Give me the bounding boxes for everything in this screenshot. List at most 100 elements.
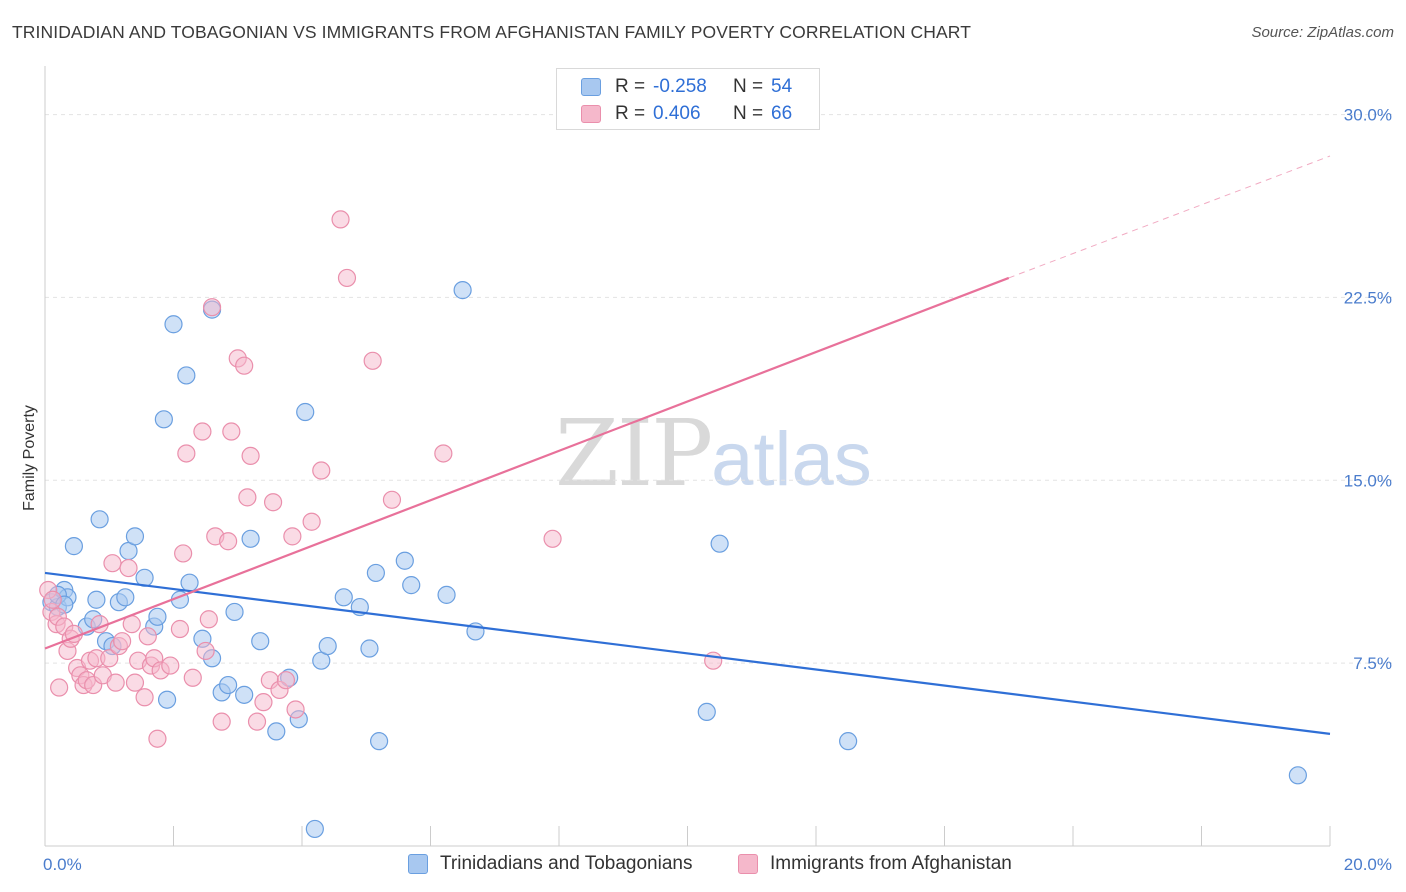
axes xyxy=(44,66,1331,847)
data-point-blue xyxy=(267,722,286,741)
data-point-blue xyxy=(154,410,173,429)
series-pink-points xyxy=(39,210,723,748)
data-point-pink xyxy=(286,700,305,719)
chart-source: Source: ZipAtlas.com xyxy=(1251,24,1394,41)
y-tick-label: 30.0% xyxy=(1344,106,1392,125)
trend-lines xyxy=(44,155,1331,735)
data-point-blue xyxy=(402,576,421,595)
legend-n-label: N = xyxy=(733,103,764,124)
data-point-pink xyxy=(148,729,167,748)
y-tick-label: 15.0% xyxy=(1344,471,1392,490)
data-point-pink xyxy=(434,444,453,463)
data-point-blue xyxy=(87,590,106,609)
trend-line-pink-extension xyxy=(1008,155,1331,279)
data-point-pink xyxy=(363,351,382,370)
data-point-pink xyxy=(161,656,180,675)
data-point-pink xyxy=(202,298,222,317)
data-point-pink xyxy=(222,422,241,441)
y-tick-label: 7.5% xyxy=(1353,654,1392,673)
data-point-blue xyxy=(697,702,716,722)
data-point-pink xyxy=(312,461,331,480)
data-point-pink xyxy=(337,268,357,288)
trend-line-blue xyxy=(44,571,1331,735)
watermark-atlas: atlas xyxy=(711,417,872,502)
data-point-pink xyxy=(704,651,723,670)
data-point-blue xyxy=(839,732,858,751)
data-point-blue xyxy=(1288,766,1307,785)
data-point-pink xyxy=(43,590,62,609)
data-point-pink xyxy=(263,493,283,512)
data-point-blue xyxy=(157,690,177,709)
data-point-blue xyxy=(148,607,167,626)
data-point-pink xyxy=(119,558,138,578)
trend-line-pink xyxy=(44,276,1010,650)
data-point-pink xyxy=(331,210,350,229)
data-point-pink xyxy=(235,356,254,375)
data-point-blue xyxy=(370,732,389,751)
legend-r-value: 0.406 xyxy=(653,103,701,124)
data-point-blue xyxy=(219,675,238,695)
data-point-blue xyxy=(318,636,337,656)
data-point-pink xyxy=(106,673,125,692)
legend-swatch-blue xyxy=(581,78,601,96)
legend-swatch-pink xyxy=(581,105,601,123)
correlation-legend: R = -0.258 N = 54 R = 0.406 N = 66 xyxy=(556,68,820,130)
data-point-pink xyxy=(247,712,267,731)
bottom-legend-label-blue: Trinidadians and Tobagonians xyxy=(440,853,693,874)
data-point-pink xyxy=(103,554,122,573)
data-point-blue xyxy=(437,585,456,604)
data-point-pink xyxy=(177,444,196,463)
data-point-pink xyxy=(276,671,296,690)
data-point-blue xyxy=(305,819,324,839)
legend-n-label: N = xyxy=(733,76,764,97)
bottom-legend-pink: Immigrants from Afghanistan xyxy=(738,852,1012,876)
legend-row-blue: R = -0.258 N = 54 xyxy=(581,74,792,100)
data-point-blue xyxy=(395,551,414,570)
data-point-blue xyxy=(164,315,183,334)
data-point-pink xyxy=(241,446,260,466)
x-tick-label: 0.0% xyxy=(43,855,82,874)
data-point-pink xyxy=(125,673,145,692)
data-point-pink xyxy=(170,619,190,639)
data-point-blue xyxy=(360,639,379,658)
data-point-pink xyxy=(302,512,321,531)
x-tick-label: 20.0% xyxy=(1344,855,1392,874)
legend-r-label: R = xyxy=(615,103,646,124)
data-point-pink xyxy=(219,532,238,551)
bottom-legend-swatch-blue xyxy=(408,854,428,874)
data-point-blue xyxy=(64,537,84,556)
data-point-pink xyxy=(283,527,302,546)
data-point-blue xyxy=(116,588,135,607)
bottom-legend-blue: Trinidadians and Tobagonians xyxy=(408,852,692,876)
data-point-pink xyxy=(382,490,402,509)
legend-n-value: 66 xyxy=(771,103,793,124)
data-point-pink xyxy=(238,488,257,507)
data-point-blue xyxy=(334,588,353,607)
data-point-blue xyxy=(366,563,385,583)
data-point-pink xyxy=(174,544,193,563)
data-point-pink xyxy=(543,529,562,548)
data-point-blue xyxy=(180,573,199,592)
data-point-pink xyxy=(135,688,154,707)
y-tick-label: 22.5% xyxy=(1344,288,1392,307)
data-point-blue xyxy=(241,529,260,548)
data-point-blue xyxy=(225,602,244,622)
legend-r-label: R = xyxy=(615,76,646,97)
data-point-blue xyxy=(710,534,729,553)
watermark-zip: ZIP xyxy=(555,400,713,507)
legend-row-pink: R = 0.406 N = 66 xyxy=(581,101,792,127)
data-point-pink xyxy=(50,678,69,697)
data-point-pink xyxy=(183,668,202,687)
legend-n-value: 54 xyxy=(771,76,793,97)
y-axis-label: Family Poverty xyxy=(21,405,38,511)
data-point-pink xyxy=(193,422,212,441)
watermark: ZIPatlas xyxy=(555,400,872,507)
tick-labels: 7.5% 15.0% 22.5% 30.0% 0.0% 20.0% xyxy=(43,106,1392,874)
data-point-pink xyxy=(199,610,218,629)
data-point-pink xyxy=(254,693,273,712)
legend-r-value: -0.258 xyxy=(653,76,707,97)
data-point-pink xyxy=(100,649,119,668)
data-point-pink xyxy=(138,627,157,646)
data-point-pink xyxy=(212,712,231,731)
